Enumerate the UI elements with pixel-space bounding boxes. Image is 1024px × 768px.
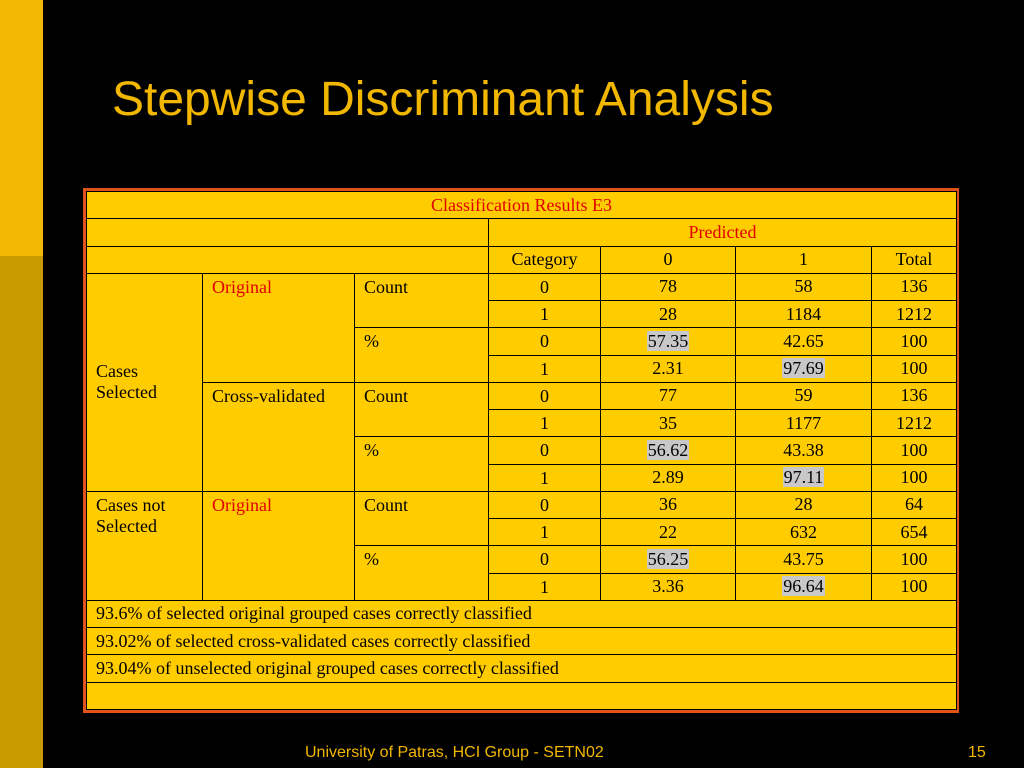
subgroup-label: Cross-validated <box>202 381 355 492</box>
value-cell-1: 42.65 <box>735 327 872 356</box>
category-cell: 0 <box>488 381 601 411</box>
table-caption: Classification Results E3 <box>85 190 958 220</box>
total-cell: 64 <box>870 490 958 520</box>
value-cell-0: 22 <box>600 517 736 547</box>
highlighted-value: 97.11 <box>782 467 825 488</box>
classification-results-table: Classification Results E3 Predicted Cate… <box>85 190 958 710</box>
category-cell: 0 <box>488 436 601 465</box>
total-cell: 100 <box>870 545 958 574</box>
total-cell: 100 <box>870 436 958 465</box>
note-row: 93.04% of unselected original grouped ca… <box>85 654 958 683</box>
category-cell: 0 <box>488 327 601 356</box>
total-cell: 100 <box>870 354 958 383</box>
category-cell: 0 <box>488 545 601 574</box>
total-cell: 100 <box>870 327 958 356</box>
row-type-label: Count <box>354 272 489 329</box>
subgroup-label: Original <box>202 272 355 383</box>
row-type-label: Count <box>354 490 489 547</box>
highlighted-value: 56.25 <box>646 548 690 569</box>
category-cell: 1 <box>488 463 601 492</box>
category-cell: 1 <box>488 408 601 438</box>
total-cell: 100 <box>870 463 958 492</box>
value-cell-0: 36 <box>600 490 736 520</box>
predicted-1-header: 1 <box>735 245 872 274</box>
value-cell-0: 78 <box>600 272 736 302</box>
slide-title: Stepwise Discriminant Analysis <box>112 73 774 126</box>
footer-text: University of Patras, HCI Group - SETN02 <box>305 744 604 761</box>
group-label: Cases not Selected <box>86 490 203 601</box>
value-cell-1: 59 <box>735 381 872 411</box>
value-cell-0: 35 <box>600 408 736 438</box>
group-label: Cases Selected <box>86 272 203 492</box>
note-row: 93.6% of selected original grouped cases… <box>85 599 958 629</box>
value-cell-1: 28 <box>735 490 872 520</box>
value-cell-0: 3.36 <box>600 572 736 601</box>
total-cell: 1212 <box>870 299 958 329</box>
sidebar-accent <box>0 0 43 256</box>
row-type-label: Count <box>354 381 489 438</box>
value-cell-1: 43.38 <box>735 436 872 465</box>
highlighted-value: 97.69 <box>782 358 825 379</box>
highlighted-value: 96.64 <box>782 576 825 597</box>
value-cell-0: 2.31 <box>600 354 736 383</box>
highlighted-value: 57.35 <box>646 330 690 351</box>
subgroup-label: Original <box>202 490 355 601</box>
category-header: Category <box>488 245 601 274</box>
total-cell: 136 <box>870 272 958 302</box>
category-cell: 1 <box>488 354 601 383</box>
category-cell: 1 <box>488 572 601 601</box>
empty-header-cell <box>86 246 489 274</box>
total-cell: 1212 <box>870 408 958 438</box>
empty-footer-row <box>85 681 958 710</box>
classification-table-frame: Classification Results E3 Predicted Cate… <box>83 188 959 713</box>
value-cell-1: 632 <box>735 517 872 547</box>
predicted-header: Predicted <box>487 218 958 247</box>
category-cell: 1 <box>488 517 601 547</box>
highlighted-value: 56.62 <box>646 439 690 460</box>
row-type-label: % <box>354 436 489 492</box>
category-cell: 0 <box>488 272 601 302</box>
value-cell-1: 1184 <box>735 299 872 329</box>
total-header: Total <box>870 245 958 274</box>
page-number: 15 <box>968 744 986 761</box>
value-cell-1: 58 <box>735 272 872 302</box>
category-cell: 0 <box>488 490 601 520</box>
total-cell: 654 <box>870 517 958 547</box>
value-cell-1: 43.75 <box>735 545 872 574</box>
category-cell: 1 <box>488 299 601 329</box>
empty-header-cell <box>86 218 489 247</box>
total-cell: 100 <box>870 572 958 601</box>
value-cell-1: 1177 <box>735 408 872 438</box>
row-type-label: % <box>354 545 489 601</box>
value-cell-0: 77 <box>600 381 736 411</box>
predicted-0-header: 0 <box>600 245 736 274</box>
note-row: 93.02% of selected cross-validated cases… <box>85 626 958 656</box>
row-type-label: % <box>354 327 489 383</box>
value-cell-0: 28 <box>600 299 736 329</box>
total-cell: 136 <box>870 381 958 411</box>
value-cell-0: 2.89 <box>600 463 736 492</box>
